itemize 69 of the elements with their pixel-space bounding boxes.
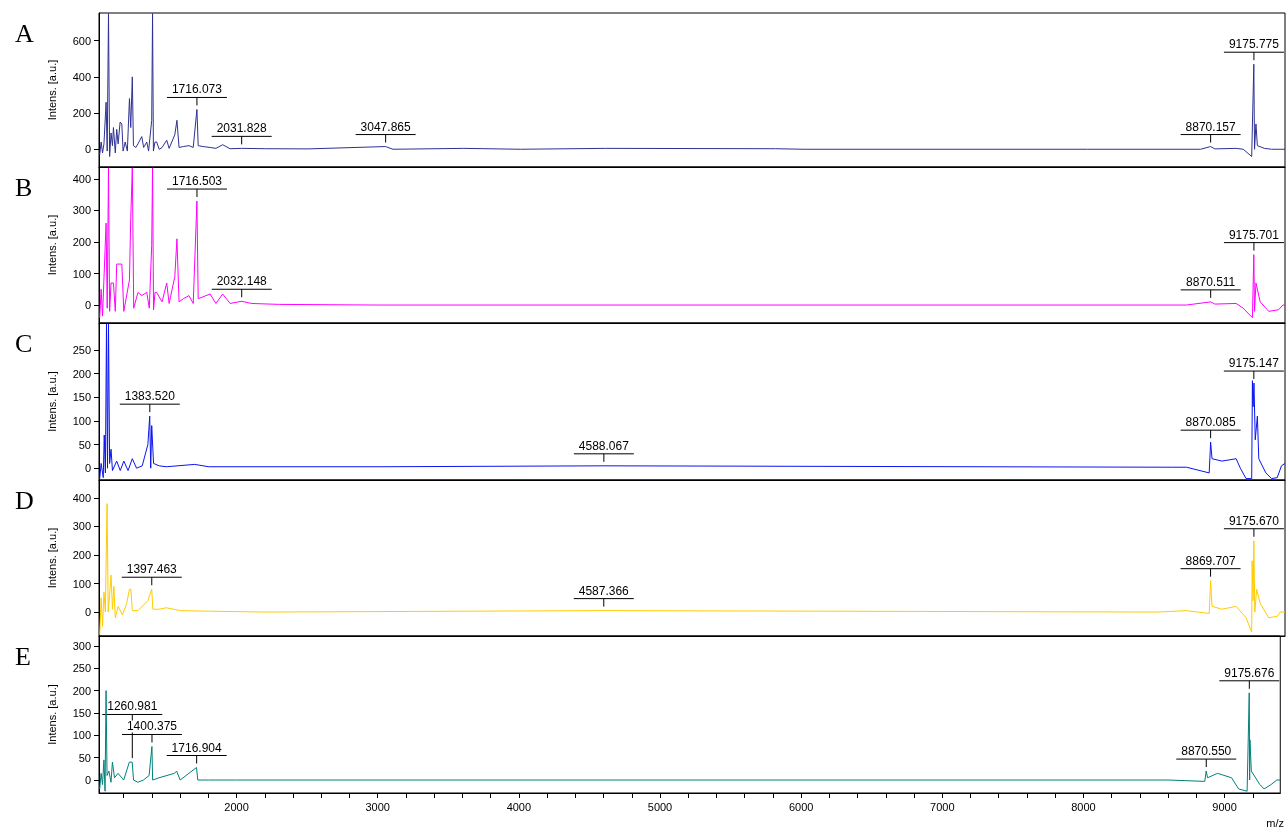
chart-title: E	[15, 641, 31, 671]
x-tick-label: 9000	[1212, 800, 1237, 813]
y-axis-title: Intens. [a.u.]	[45, 684, 58, 745]
annotation: 1397.463	[126, 562, 178, 577]
annotation: 9175.775	[1228, 37, 1280, 52]
y-tick-label: 250	[72, 343, 91, 356]
line-series	[99, 13, 1286, 157]
y-axis-title: Intens. [a.u.]	[45, 59, 58, 121]
y-axis-title: Intens. [a.u.]	[45, 371, 58, 432]
x-tick-label: 6000	[788, 800, 814, 813]
y-tick-label: 200	[72, 236, 91, 249]
annotation: 8870.511	[1186, 274, 1236, 289]
y-tick-label: 50	[78, 438, 91, 451]
y-tick-label: 150	[72, 706, 91, 719]
y-tick-label: 100	[72, 414, 91, 427]
y-tick-label: 0	[84, 606, 91, 619]
y-tick-label: 0	[84, 462, 91, 475]
annotation: 8869.707	[1185, 553, 1236, 568]
y-tick-label: 400	[72, 172, 91, 185]
y-tick-label: 100	[72, 267, 91, 280]
chart-title: D	[15, 485, 34, 515]
y-tick-label: 0	[84, 143, 91, 156]
y-tick-label: 300	[72, 204, 91, 217]
x-tick-label: 8000	[1071, 800, 1096, 813]
annotation: 9175.701	[1228, 227, 1280, 242]
annotation: 1383.520	[124, 389, 176, 404]
annotation: 4587.366	[578, 583, 630, 598]
annotation: 9175.670	[1228, 513, 1280, 528]
annotation: 1260.981	[107, 699, 158, 714]
y-tick-label: 400	[72, 70, 91, 83]
annotation: 8870.157	[1185, 119, 1236, 134]
chart-title: C	[15, 328, 33, 358]
y-axis-title: Intens. [a.u.]	[45, 214, 58, 276]
y-tick-label: 50	[78, 751, 91, 764]
x-axis-title: m/z	[1266, 816, 1285, 828]
x-tick-label: 4000	[506, 800, 532, 813]
annotation: 1716.073	[171, 82, 223, 97]
y-tick-label: 100	[72, 729, 91, 742]
x-tick-label: 7000	[930, 800, 955, 813]
y-axis-title: Intens. [a.u.]	[45, 527, 58, 589]
y-tick-label: 300	[72, 520, 91, 533]
x-tick-label: 5000	[647, 800, 673, 813]
annotation: 8870.085	[1185, 415, 1236, 430]
y-tick-label: 200	[72, 107, 91, 120]
y-tick-label: 200	[72, 549, 91, 562]
annotation: 3047.865	[360, 119, 411, 134]
annotation: 4588.067	[578, 438, 630, 453]
y-tick-label: 250	[72, 662, 91, 675]
annotation: 1716.503	[171, 174, 223, 189]
y-tick-label: 150	[72, 391, 91, 404]
y-tick-label: 300	[72, 639, 91, 652]
annotation: 2032.148	[216, 274, 268, 289]
y-tick-label: 0	[84, 299, 91, 312]
annotation: 8870.550	[1181, 744, 1232, 759]
x-tick-label: 3000	[365, 800, 390, 813]
y-tick-label: 100	[72, 577, 91, 590]
chart-title: B	[15, 172, 33, 202]
x-tick-label: 2000	[224, 800, 249, 813]
y-tick-label: 400	[72, 491, 91, 504]
y-tick-label: 0	[84, 774, 91, 787]
annotation: 2031.828	[216, 121, 268, 136]
y-tick-label: 200	[72, 367, 91, 380]
y-tick-label: 600	[72, 34, 91, 47]
y-tick-label: 200	[72, 684, 91, 697]
annotation: 1400.375	[126, 719, 178, 734]
annotation: 9175.147	[1228, 356, 1280, 371]
annotation: 9175.676	[1224, 665, 1275, 680]
chart-title: A	[15, 18, 34, 48]
annotation: 1716.904	[171, 740, 222, 755]
